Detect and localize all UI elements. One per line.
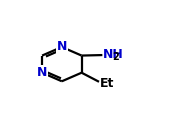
Text: N: N [57, 40, 67, 53]
Text: NH: NH [103, 48, 124, 61]
Text: N: N [37, 66, 47, 79]
Text: Et: Et [100, 77, 114, 90]
Text: 2: 2 [113, 52, 119, 62]
